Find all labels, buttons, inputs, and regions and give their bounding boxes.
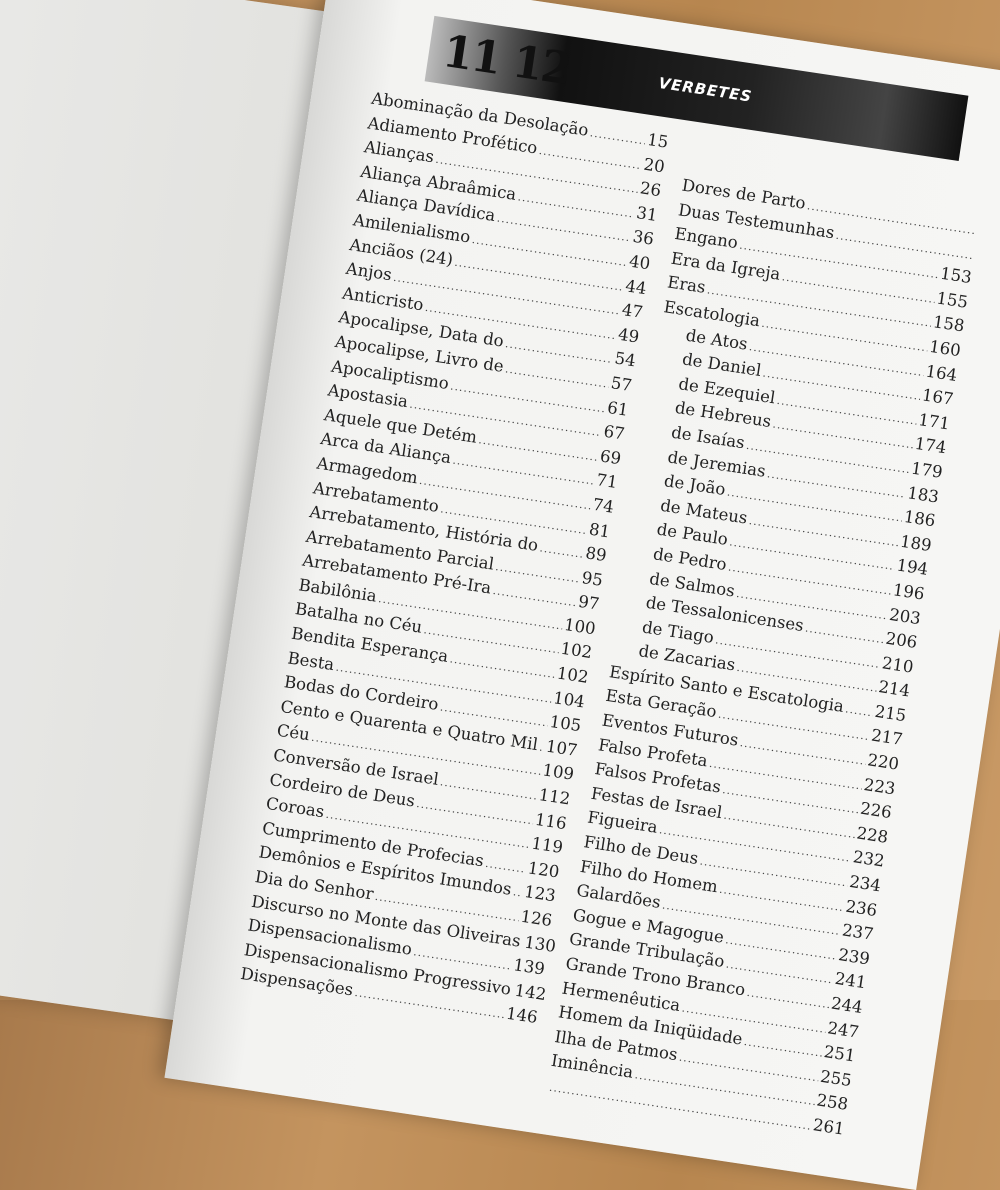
entry-name: Eras [666, 272, 707, 298]
entry-page: 244 [829, 993, 864, 1017]
entry-page: 160 [928, 336, 963, 361]
entry-page: 71 [595, 470, 619, 493]
entry-page: 241 [833, 969, 868, 993]
entry-page: 116 [533, 809, 568, 833]
entry-page: 186 [902, 507, 937, 531]
entry-page: 183 [906, 482, 941, 507]
entry-page: 31 [635, 202, 659, 225]
entry-page: 196 [891, 580, 926, 604]
entry-page: 214 [877, 677, 912, 701]
entry-page: 228 [855, 823, 890, 847]
entry-page: 100 [562, 614, 597, 639]
entry-page: 119 [530, 833, 565, 858]
entry-page: 239 [837, 944, 872, 969]
entry-page: 142 [513, 980, 548, 1004]
entry-page: 26 [638, 178, 663, 201]
entry-page: 167 [920, 385, 955, 409]
clock-image: 11 12 [439, 25, 574, 95]
entry-page: 109 [541, 760, 576, 785]
entry-page: 210 [880, 653, 915, 677]
entry-page: 223 [862, 774, 897, 799]
entry-page: 217 [869, 725, 904, 750]
entry-page: 158 [931, 312, 966, 336]
entry-page: 81 [587, 519, 612, 541]
entry-page: 105 [548, 712, 583, 736]
entry-page: 255 [819, 1066, 853, 1090]
entry-page: 126 [519, 906, 554, 931]
entry-page: 179 [909, 458, 944, 482]
entry-page: 206 [884, 628, 919, 653]
entry-page: 69 [598, 446, 623, 468]
entry-page: 261 [811, 1115, 846, 1139]
entry-page: 36 [631, 227, 656, 250]
entry-page: 112 [537, 785, 572, 809]
entry-page: 95 [580, 567, 605, 590]
entry-page: 67 [602, 421, 627, 444]
entry-page: 174 [913, 434, 948, 458]
entry-page: 44 [624, 275, 648, 298]
section-title: VERBETES [657, 73, 754, 106]
entry-page: 89 [584, 543, 608, 566]
entry-page: 54 [613, 348, 637, 371]
entry-page: 194 [895, 555, 930, 580]
entry-page: 104 [552, 687, 587, 712]
entry-page: 74 [591, 494, 616, 517]
entry-page: 146 [504, 1003, 539, 1028]
entry-page: 49 [616, 324, 641, 347]
entry-page: 47 [620, 300, 645, 323]
entry-page: 130 [523, 932, 558, 956]
entry-page: 61 [606, 397, 630, 420]
entry-page: 102 [559, 639, 594, 663]
entry-name: Céu [275, 721, 312, 745]
entry-page: 123 [522, 882, 557, 906]
entry-page: 139 [512, 955, 547, 979]
entry-page: 107 [544, 736, 579, 760]
entry-page: 153 [938, 263, 973, 288]
entry-page: 20 [642, 154, 667, 177]
entry-page: 40 [627, 251, 652, 274]
entry-page: 57 [609, 373, 634, 396]
entry-page: 247 [826, 1017, 861, 1042]
entry-page: 234 [848, 871, 883, 896]
entry-page: 258 [815, 1090, 850, 1115]
entry-page: 251 [822, 1042, 857, 1066]
entry-page: 164 [924, 361, 959, 385]
entry-page: 237 [840, 920, 875, 945]
entry-page: 102 [555, 663, 590, 687]
entry-page: 203 [888, 604, 923, 628]
entry-page: 97 [576, 592, 601, 614]
entry-page: 220 [866, 750, 901, 774]
entry-page: 155 [935, 288, 970, 312]
entry-page: 15 [646, 129, 670, 152]
entry-page: 171 [917, 409, 952, 434]
entry-page: 226 [859, 798, 893, 823]
entry-page: 236 [844, 896, 879, 920]
entry-page: 215 [873, 701, 908, 726]
entry-page: 189 [898, 531, 933, 555]
entry-page: 120 [526, 858, 561, 882]
entry-page: 232 [851, 847, 886, 872]
